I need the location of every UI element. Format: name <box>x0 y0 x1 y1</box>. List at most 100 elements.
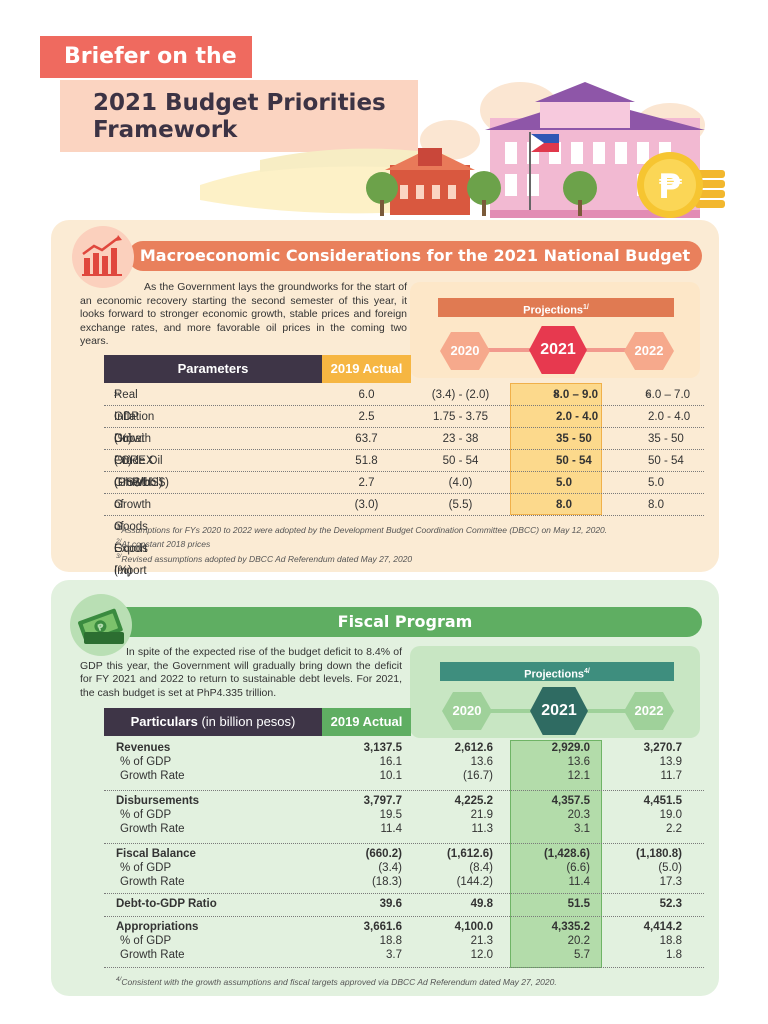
fiscal-value: 21.9 <box>470 809 493 821</box>
table-row: Appropriations 3,661.6 4,100.0 4,335.2 4,414… <box>104 920 704 934</box>
fiscal-value: 18.8 <box>379 935 402 947</box>
fiscal-value: (18.3) <box>371 876 402 888</box>
fiscal-value: 11.7 <box>660 770 682 782</box>
particular-label: % of GDP <box>120 862 172 874</box>
particular-label: % of GDP <box>120 809 172 821</box>
particular-label: Disbursements <box>116 795 200 807</box>
particulars-header: Particulars (in billion pesos) <box>104 708 322 736</box>
particular-label: Fiscal Balance <box>116 848 196 860</box>
fiscal-value: 3,797.7 <box>363 795 402 807</box>
fiscal-value: 12.0 <box>470 949 493 961</box>
fiscal-year-2022: 2022 <box>624 692 674 730</box>
fiscal-value: (1,180.8) <box>635 848 682 860</box>
fiscal-value: (3.4) <box>378 862 402 874</box>
table-row: Growth Rate 10.1 (16.7) 12.1 11.7 <box>104 769 704 783</box>
fiscal-value: 20.3 <box>567 809 590 821</box>
table-row: Debt-to-GDP Ratio 39.6 49.8 51.5 52.3 <box>104 897 704 911</box>
fiscal-value: 49.8 <box>470 898 493 910</box>
fiscal-value: 2.2 <box>666 823 682 835</box>
particular-label: Growth Rate <box>120 949 185 961</box>
table-row: % of GDP (3.4) (8.4) (6.6) (5.0) <box>104 861 704 875</box>
fiscal-value: 3.7 <box>386 949 402 961</box>
fiscal-value: (16.7) <box>462 770 493 782</box>
page-title-line1: 2021 Budget Priorities <box>93 90 386 116</box>
value-2019: 2.5 <box>358 411 375 423</box>
table-row: Revenues 3,137.5 2,612.6 2,929.0 3,270.7 <box>104 741 704 755</box>
fiscal-value: 5.7 <box>574 949 590 961</box>
fiscal-value: 20.2 <box>567 935 590 947</box>
macro-footnotes: 1/Assumptions for FYs 2020 to 2022 were … <box>116 522 607 565</box>
fiscal-value: 2,929.0 <box>551 742 590 754</box>
table-row-group: Fiscal Balance (660.2) (1,612.6) (1,428.6) (… <box>104 847 704 894</box>
macro-intro-text: As the Government lays the groundworks f… <box>80 281 407 347</box>
value-2019: 63.7 <box>355 433 378 445</box>
parameters-header: Parameters <box>104 355 322 383</box>
particular-label: Revenues <box>116 742 171 754</box>
fiscal-value: (8.4) <box>469 862 493 874</box>
fiscal-section-title: Fiscal Program <box>108 607 702 637</box>
fiscal-value: 17.3 <box>659 876 682 888</box>
table-row: Growth Rate 3.7 12.0 5.7 1.8 <box>104 948 704 962</box>
table-row: % of GDP 16.1 13.6 13.6 13.9 <box>104 755 704 769</box>
value-2020: 23 - 38 <box>442 433 479 445</box>
value-2022: 6.0 – 7.0 3/ <box>645 389 691 401</box>
fiscal-value: 21.3 <box>470 935 493 947</box>
value-2020: (3.4) - (2.0) <box>431 389 490 401</box>
macro-section <box>51 220 719 572</box>
bar-chart-icon <box>72 226 134 288</box>
particular-label: Growth Rate <box>120 770 185 782</box>
fiscal-value: 11.4 <box>568 876 590 888</box>
parameter-label: Real GDP Growth (%) 2/ <box>114 389 152 467</box>
table-row: Real GDP Growth (%) 2/6.0 (3.4) - (2.0) 8.0… <box>104 384 704 467</box>
macro-projections-label: Projections1/ <box>438 298 674 317</box>
table-row: Growth of Goods Import (%)(3.0)(5.5)8.08… <box>104 494 704 599</box>
fiscal-value: 13.6 <box>567 756 590 768</box>
fiscal-value: 19.5 <box>379 809 402 821</box>
fiscal-value: 4,357.5 <box>551 795 590 807</box>
macro-year-2022: 2022 <box>624 332 674 370</box>
government-building-illustration: ₱ <box>200 82 725 218</box>
svg-text:₱: ₱ <box>96 622 106 634</box>
fiscal-value: 19.0 <box>659 809 682 821</box>
particular-label: % of GDP <box>120 756 172 768</box>
table-row: % of GDP 18.8 21.3 20.2 18.8 <box>104 934 704 948</box>
fiscal-value: (660.2) <box>365 848 402 860</box>
fiscal-value: 16.1 <box>379 756 402 768</box>
fiscal-value: 4,414.2 <box>643 921 682 933</box>
fiscal-value: 1.8 <box>666 949 682 961</box>
value-2021: 8.0 – 9.0 3/ <box>553 389 599 401</box>
value-2020: (5.5) <box>448 499 473 511</box>
particular-label: % of GDP <box>120 935 172 947</box>
fiscal-value: 11.3 <box>471 823 493 835</box>
table-row: Fiscal Balance (660.2) (1,612.6) (1,428.6) (… <box>104 847 704 861</box>
briefer-label: Briefer on the <box>40 36 252 78</box>
fiscal-value: (144.2) <box>456 876 493 888</box>
fiscal-value: 12.1 <box>567 770 590 782</box>
fiscal-value: 13.9 <box>659 756 682 768</box>
table-row: FOREX (PhP/US$) 51.8 50 - 54 50 - 54 50 - 54 <box>104 450 704 489</box>
fiscal-value: 2,612.6 <box>454 742 493 754</box>
macro-year-2021: 2021 <box>529 326 587 374</box>
value-2020: 50 - 54 <box>442 455 479 467</box>
macro-2019-actual-header: 2019 Actual <box>322 355 411 383</box>
table-row: Inflation (%) 2.5 1.75 - 3.75 2.0 - 4.0 2.0 … <box>104 406 704 445</box>
fiscal-value: (5.0) <box>658 862 682 874</box>
fiscal-year-2021: 2021 <box>530 687 588 735</box>
fiscal-value: 51.5 <box>567 898 590 910</box>
fiscal-value: (6.6) <box>566 862 590 874</box>
fiscal-2021-highlight <box>510 740 602 968</box>
value-2019: 51.8 <box>355 455 378 467</box>
macro-year-2020: 2020 <box>440 332 490 370</box>
fiscal-value: 18.8 <box>659 935 682 947</box>
table-row: Dubai Crude Oil (US$/bbl) 63.7 23 - 38 35 -… <box>104 428 704 489</box>
fiscal-year-2020: 2020 <box>442 692 492 730</box>
fiscal-intro-text: In spite of the expected rise of the bud… <box>80 646 402 699</box>
value-2020: (4.0) <box>448 477 473 489</box>
fiscal-value: (1,428.6) <box>543 848 590 860</box>
fiscal-value: 39.6 <box>379 898 402 910</box>
table-row: % of GDP 19.5 21.9 20.3 19.0 <box>104 808 704 822</box>
fiscal-value: 3,137.5 <box>363 742 402 754</box>
fiscal-value: 3,661.6 <box>363 921 402 933</box>
fiscal-value: (1,612.6) <box>446 848 493 860</box>
macro-section-title: Macroeconomic Considerations for the 202… <box>128 241 702 271</box>
